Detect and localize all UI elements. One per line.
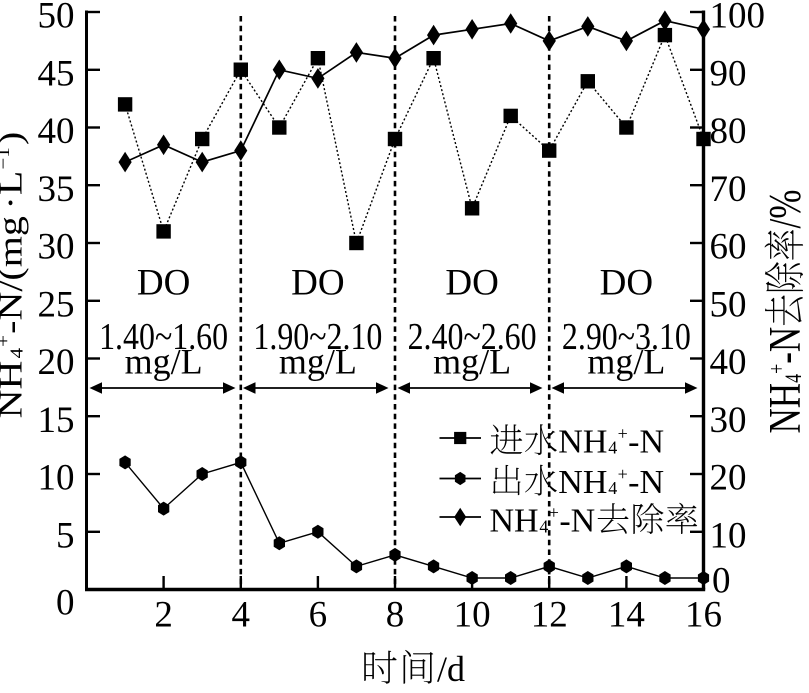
- svg-text:NH: NH: [558, 464, 607, 501]
- svg-text:+: +: [549, 503, 559, 523]
- svg-text:20: 20: [710, 458, 747, 499]
- svg-text:4: 4: [539, 517, 548, 537]
- svg-text:40: 40: [710, 342, 747, 383]
- svg-text:+: +: [618, 424, 628, 444]
- svg-text:NH: NH: [760, 383, 809, 434]
- svg-text:70: 70: [710, 169, 747, 210]
- svg-text:0: 0: [712, 561, 731, 602]
- svg-text:50: 50: [710, 284, 747, 325]
- svg-text:-N: -N: [760, 327, 809, 364]
- svg-text:·: ·: [0, 196, 30, 209]
- svg-text:1.90~2.10: 1.90~2.10: [253, 316, 382, 358]
- svg-text:-N/(mg: -N/(mg: [0, 216, 30, 334]
- svg-text:4: 4: [608, 438, 617, 458]
- svg-text:100: 100: [710, 0, 766, 37]
- svg-text:mg/L: mg/L: [279, 342, 357, 382]
- svg-text:2: 2: [154, 595, 173, 636]
- svg-text:mg/L: mg/L: [433, 342, 511, 382]
- svg-text:90: 90: [710, 53, 747, 94]
- svg-text:14: 14: [608, 595, 645, 636]
- svg-text:NH: NH: [490, 503, 539, 540]
- svg-text:NH: NH: [0, 361, 30, 419]
- svg-text:DO: DO: [445, 263, 498, 304]
- svg-text:50: 50: [38, 0, 75, 37]
- svg-text:+: +: [765, 364, 790, 374]
- svg-text:30: 30: [710, 400, 747, 441]
- svg-text:5: 5: [56, 515, 75, 556]
- svg-text:4: 4: [8, 348, 27, 359]
- svg-text:35: 35: [38, 169, 75, 210]
- svg-text:10: 10: [710, 515, 747, 556]
- svg-text:8: 8: [386, 595, 405, 636]
- svg-text:/d: /d: [437, 649, 465, 689]
- svg-text:4: 4: [782, 374, 807, 383]
- svg-text:60: 60: [710, 227, 747, 268]
- svg-text:mg/L: mg/L: [587, 342, 665, 382]
- svg-text:DO: DO: [137, 263, 190, 304]
- svg-text:−1: −1: [0, 147, 14, 169]
- svg-text:6: 6: [309, 595, 328, 636]
- svg-text:+: +: [618, 464, 628, 484]
- svg-text:/%: /%: [760, 189, 809, 228]
- svg-text:10: 10: [454, 595, 491, 636]
- svg-text:L: L: [0, 171, 30, 195]
- svg-text:30: 30: [38, 227, 75, 268]
- svg-text:NH: NH: [558, 424, 607, 461]
- svg-text:2.90~3.10: 2.90~3.10: [562, 316, 691, 358]
- svg-text:20: 20: [38, 342, 75, 383]
- svg-text:45: 45: [38, 53, 75, 94]
- svg-text:+: +: [0, 335, 14, 347]
- svg-text:12: 12: [531, 595, 568, 636]
- svg-text:-N: -N: [628, 424, 664, 461]
- svg-text:80: 80: [710, 111, 747, 152]
- svg-text:25: 25: [38, 284, 75, 325]
- svg-text:40: 40: [38, 111, 75, 152]
- svg-text:10: 10: [38, 458, 75, 499]
- svg-text:-N: -N: [628, 464, 664, 501]
- svg-text:mg/L: mg/L: [125, 342, 203, 382]
- svg-text:1.40~1.60: 1.40~1.60: [99, 316, 228, 358]
- svg-text:-N: -N: [559, 503, 595, 540]
- svg-text:): ): [0, 132, 30, 145]
- svg-text:16: 16: [685, 595, 722, 636]
- svg-text:4: 4: [608, 478, 617, 498]
- svg-text:2.40~2.60: 2.40~2.60: [408, 316, 537, 358]
- svg-text:DO: DO: [291, 263, 344, 304]
- svg-text:15: 15: [38, 400, 75, 441]
- svg-text:4: 4: [232, 595, 251, 636]
- svg-text:DO: DO: [600, 263, 653, 304]
- svg-text:0: 0: [56, 583, 75, 624]
